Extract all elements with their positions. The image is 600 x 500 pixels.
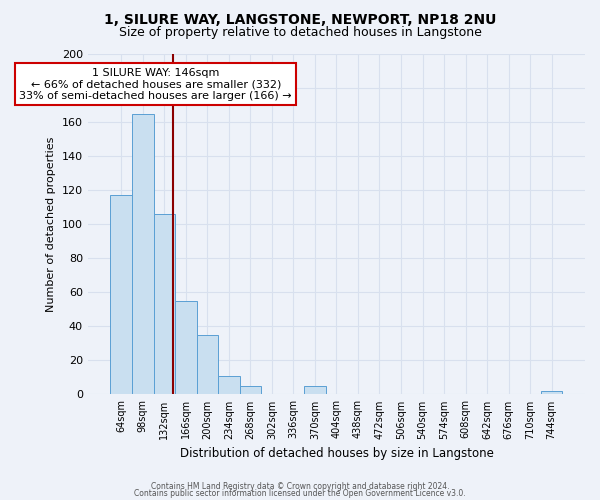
Bar bbox=[218, 376, 239, 394]
Text: Size of property relative to detached houses in Langstone: Size of property relative to detached ho… bbox=[119, 26, 481, 39]
Bar bbox=[239, 386, 261, 394]
Bar bbox=[197, 335, 218, 394]
X-axis label: Distribution of detached houses by size in Langstone: Distribution of detached houses by size … bbox=[179, 447, 493, 460]
Bar bbox=[132, 114, 154, 394]
Text: 1 SILURE WAY: 146sqm
← 66% of detached houses are smaller (332)
33% of semi-deta: 1 SILURE WAY: 146sqm ← 66% of detached h… bbox=[19, 68, 292, 101]
Bar bbox=[304, 386, 326, 394]
Text: Contains HM Land Registry data © Crown copyright and database right 2024.: Contains HM Land Registry data © Crown c… bbox=[151, 482, 449, 491]
Bar bbox=[110, 196, 132, 394]
Bar bbox=[175, 301, 197, 394]
Text: 1, SILURE WAY, LANGSTONE, NEWPORT, NP18 2NU: 1, SILURE WAY, LANGSTONE, NEWPORT, NP18 … bbox=[104, 12, 496, 26]
Y-axis label: Number of detached properties: Number of detached properties bbox=[46, 136, 56, 312]
Bar bbox=[541, 391, 562, 394]
Bar bbox=[154, 214, 175, 394]
Text: Contains public sector information licensed under the Open Government Licence v3: Contains public sector information licen… bbox=[134, 490, 466, 498]
